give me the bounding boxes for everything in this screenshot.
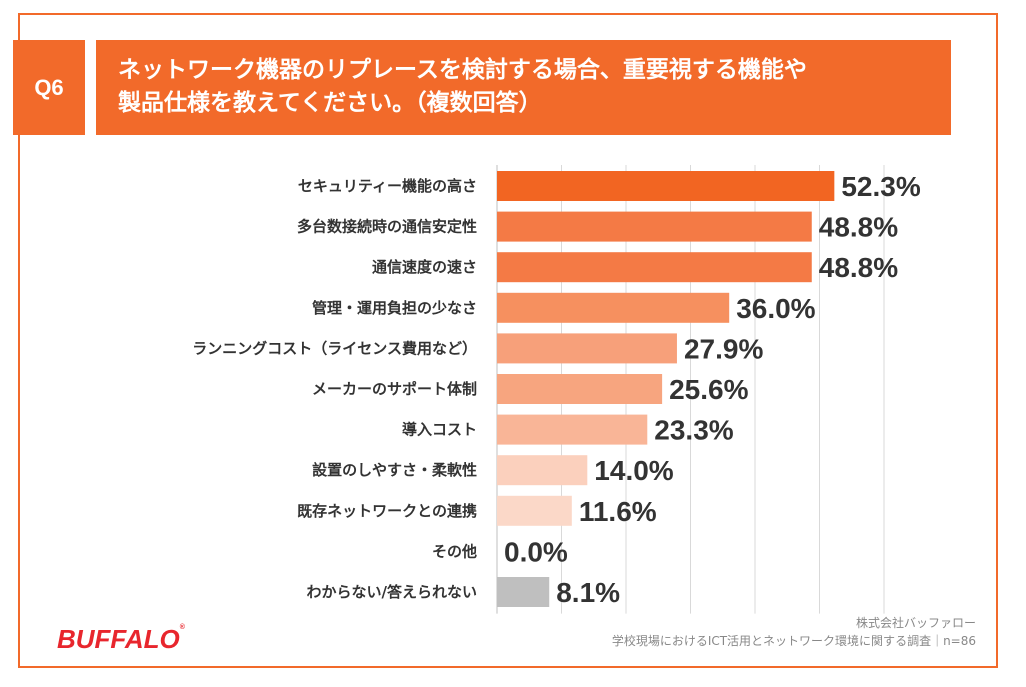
buffalo-logo: BUFFALO® xyxy=(57,624,185,655)
source-note: 株式会社バッファロー 学校現場におけるICT活用とネットワーク環境に関する調査｜… xyxy=(612,614,976,650)
trademark-mark: ® xyxy=(179,624,185,631)
value-label: 25.6% xyxy=(669,374,748,405)
category-label: 導入コスト xyxy=(402,421,477,439)
category-label: わからない/答えられない xyxy=(307,583,477,601)
value-label: 11.6% xyxy=(579,496,657,527)
category-label: 通信速度の速さ xyxy=(372,258,477,276)
bar xyxy=(497,455,588,486)
question-title: ネットワーク機器のリプレースを検討する場合、重要視する機能や 製品仕様を教えてく… xyxy=(96,40,951,135)
bars xyxy=(497,171,835,607)
value-label: 23.3% xyxy=(654,415,733,446)
bar xyxy=(497,252,812,283)
bar xyxy=(497,577,550,607)
value-label: 36.0% xyxy=(736,293,815,324)
bar xyxy=(497,495,572,526)
category-label: 既存ネットワークとの連携 xyxy=(297,502,477,520)
value-labels: 52.3%48.8%48.8%36.0%27.9%25.6%23.3%14.0%… xyxy=(504,171,921,608)
category-label: 多台数接続時の通信安定性 xyxy=(297,218,477,236)
category-labels: セキュリティー機能の高さ多台数接続時の通信安定性通信速度の速さ管理・運用負担の少… xyxy=(192,177,477,601)
value-label: 48.8% xyxy=(819,212,898,243)
bar xyxy=(497,374,663,404)
value-label: 27.9% xyxy=(684,333,763,364)
question-number-badge: Q6 xyxy=(13,40,85,135)
survey-title: 学校現場におけるICT活用とネットワーク環境に関する調査｜n=86 xyxy=(611,634,976,648)
category-label: セキュリティー機能の高さ xyxy=(298,177,477,195)
category-label: 管理・運用負担の少なさ xyxy=(312,299,477,317)
value-label: 8.1% xyxy=(556,577,620,608)
company-name: 株式会社バッファロー xyxy=(855,616,976,630)
bar xyxy=(497,211,812,242)
bar xyxy=(497,414,648,445)
value-label: 0.0% xyxy=(504,536,568,567)
question-title-line-2: 製品仕様を教えてください。（複数回答） xyxy=(118,90,542,116)
value-label: 52.3% xyxy=(841,171,920,202)
category-label: メーカーのサポート体制 xyxy=(312,380,477,398)
question-title-line-1: ネットワーク機器のリプレースを検討する場合、重要視する機能や xyxy=(118,57,807,83)
bar xyxy=(497,333,677,364)
bar xyxy=(497,171,835,201)
value-label: 14.0% xyxy=(594,455,673,486)
category-label: ランニングコスト（ライセンス費用など） xyxy=(192,339,477,357)
category-label: 設置のしやすさ・柔軟性 xyxy=(312,461,477,479)
category-label: その他 xyxy=(432,542,477,560)
value-label: 48.8% xyxy=(819,252,898,283)
bar xyxy=(497,292,730,323)
brand-name: BUFFALO xyxy=(57,624,180,654)
